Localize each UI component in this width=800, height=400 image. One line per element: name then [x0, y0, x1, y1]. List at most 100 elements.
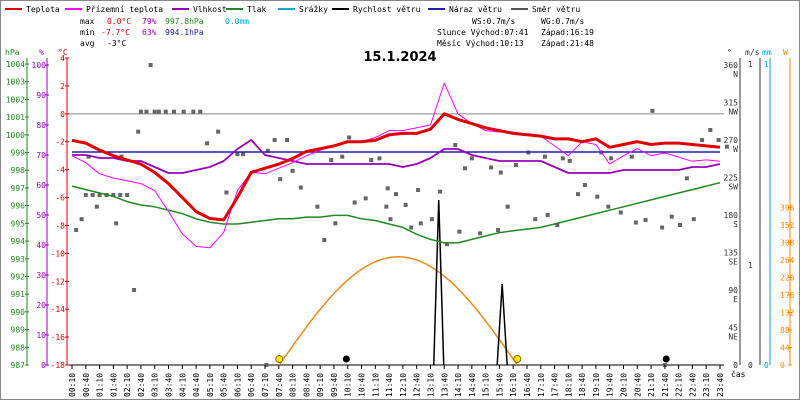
- wind-speed-spike-1: [496, 283, 508, 366]
- wind-direction-point: [79, 217, 84, 222]
- wind-direction-point: [582, 183, 587, 187]
- wind-direction-point: [700, 138, 705, 142]
- wind-direction-point: [416, 188, 421, 192]
- legend-label-6: Náraz větru: [449, 5, 502, 14]
- wind-direction-point: [181, 109, 186, 114]
- percent-tick-label: 10: [36, 331, 46, 340]
- axis-degree-label: °: [727, 48, 732, 57]
- hpa-tick-label: 995: [11, 219, 26, 228]
- percent-tick-label: 40: [36, 241, 46, 250]
- x-tick-label: 15:10: [482, 373, 491, 397]
- stats-max-label: max: [80, 17, 95, 26]
- celsius-tick-label: -14: [51, 305, 66, 314]
- wind-direction-point: [298, 185, 303, 190]
- degree-tick-label: NE: [728, 333, 738, 342]
- x-tick-label: 19:10: [592, 373, 601, 397]
- wind-direction-point: [191, 109, 196, 114]
- wind-direction-point: [198, 109, 203, 114]
- axis-mm-label: mm: [762, 48, 772, 57]
- wind-direction-point: [609, 156, 614, 161]
- wind-direction-point: [272, 138, 277, 142]
- w-tick-label: 220: [780, 274, 795, 283]
- x-tick-label: 14:10: [454, 373, 463, 397]
- humidity-line: [72, 139, 721, 174]
- wind-direction-point: [97, 193, 102, 197]
- x-tick-label: 21:40: [661, 373, 670, 397]
- x-tick-label: 02:10: [123, 373, 132, 397]
- x-tick-label: 16:10: [509, 373, 518, 397]
- ms-tick-top: 1: [748, 60, 753, 69]
- hpa-tick-label: 994: [11, 237, 26, 246]
- stats-block: max 0.0°C 79% 997.8hPa 0.0mm min -7.7°C …: [80, 17, 249, 48]
- celsius-tick-label: -18: [51, 361, 66, 370]
- degree-tick-label: SW: [728, 183, 738, 192]
- stats-max-rain: 0.0mm: [225, 17, 249, 26]
- wind-direction-point: [606, 204, 611, 209]
- stats-avg-temp: -3°C: [107, 39, 126, 48]
- x-tick-label: 17:40: [551, 373, 560, 397]
- wind-direction-point: [363, 196, 368, 201]
- ms-tick-zero: 0: [748, 361, 753, 370]
- temperature-line: [71, 112, 721, 222]
- wind-direction-point: [347, 135, 352, 140]
- x-tick-label: 12:40: [413, 373, 422, 397]
- x-tick-label: 08:10: [289, 373, 298, 397]
- axis-hpa-label: hPa: [5, 48, 20, 57]
- wind-speed-spike-0: [432, 199, 445, 366]
- stats-max-press: 997.8hPa: [165, 17, 204, 26]
- stats-avg-label: avg: [80, 39, 95, 48]
- wind-direction-point: [650, 108, 655, 113]
- hpa-tick-label: 999: [11, 149, 26, 158]
- x-tick-label: 02:40: [137, 373, 146, 397]
- sunset-marker: [513, 355, 522, 363]
- celsius-tick-label: -4: [55, 166, 65, 175]
- wind-direction-point: [478, 231, 483, 236]
- x-tick-label: 23:10: [702, 373, 711, 397]
- degree-tick-label: 45: [728, 324, 738, 333]
- plot-area: [71, 63, 729, 367]
- x-tick-label: 13:40: [440, 373, 449, 397]
- legend-label-3: Tlak: [247, 5, 266, 14]
- wind-direction-point: [555, 223, 560, 227]
- wind-direction-point: [118, 193, 123, 197]
- x-tick-label: 00:10: [68, 373, 77, 397]
- legend-label-0: Teplota: [26, 5, 60, 14]
- wind-direction-point: [205, 141, 210, 146]
- wind-direction-point: [438, 189, 443, 194]
- x-tick-label: 03:40: [165, 373, 174, 397]
- info-block: WS:0.7m/s WG:0.7m/s Slunce Východ:07:41 …: [437, 17, 594, 48]
- ground-temperature-line: [71, 82, 721, 249]
- celsius-tick-label: 0: [60, 110, 65, 119]
- hpa-tick-label: 991: [11, 290, 26, 299]
- ms-tick-mid: 1: [748, 261, 753, 270]
- stats-min-hum: 63%: [142, 28, 157, 37]
- wind-direction-point: [125, 193, 130, 197]
- wind-direction-point: [394, 192, 398, 197]
- wind-direction-point: [498, 170, 503, 175]
- wind-direction-point: [669, 214, 674, 219]
- celsius-tick-label: -16: [51, 333, 66, 342]
- wind-direction-point: [691, 217, 696, 222]
- axes-group: 1004100310021001100099999899799699599499…: [6, 54, 795, 370]
- x-tick-label: 10:10: [344, 373, 353, 397]
- x-tick-label: 00:40: [82, 373, 91, 397]
- wind-direction-point: [469, 156, 474, 161]
- wind-direction-point: [329, 158, 334, 162]
- hpa-tick-label: 1002: [6, 95, 25, 104]
- sunset-info: Západ:16:19: [541, 28, 594, 37]
- wind-direction-point: [352, 200, 357, 205]
- wind-direction-point: [684, 176, 689, 181]
- x-tick-label: 11:40: [385, 373, 394, 397]
- x-tick-label: 16:40: [523, 373, 532, 397]
- hpa-tick-label: 993: [11, 255, 26, 264]
- wind-direction-point: [156, 109, 161, 114]
- wind-direction-point: [163, 109, 168, 114]
- wind-direction-point: [643, 218, 648, 222]
- w-tick-label: 132: [780, 309, 795, 318]
- x-tick-label: 06:10: [233, 373, 242, 397]
- wind-direction-point: [708, 128, 713, 132]
- x-tick-label: 15:40: [495, 373, 504, 397]
- wind-direction-point: [489, 165, 494, 170]
- axis-w-label: W: [783, 48, 788, 57]
- degree-tick-label: 135: [724, 249, 739, 258]
